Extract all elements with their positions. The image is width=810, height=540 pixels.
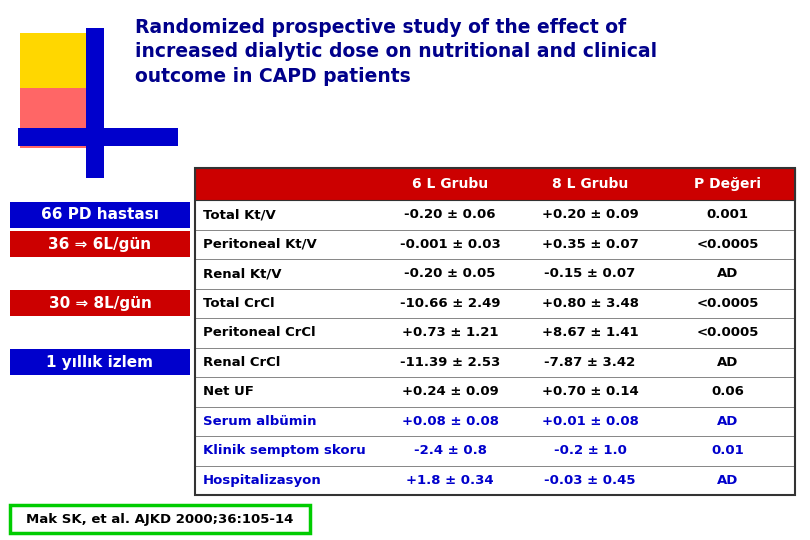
Text: -0.03 ± 0.45: -0.03 ± 0.45 [544, 474, 636, 487]
Text: Total CrCl: Total CrCl [203, 297, 275, 310]
Text: -7.87 ± 3.42: -7.87 ± 3.42 [544, 356, 636, 369]
Text: +0.24 ± 0.09: +0.24 ± 0.09 [402, 385, 498, 399]
Bar [10, 505, 310, 533]
Bar [195, 200, 795, 230]
Bar [10, 202, 190, 228]
Bar [86, 28, 104, 178]
Bar [195, 465, 795, 495]
Text: Total Kt/V: Total Kt/V [203, 208, 275, 221]
Text: 30 ⇒ 8L/gün: 30 ⇒ 8L/gün [49, 296, 151, 310]
Text: +1.8 ± 0.34: +1.8 ± 0.34 [406, 474, 494, 487]
Bar [10, 349, 190, 375]
Text: -0.2 ± 1.0: -0.2 ± 1.0 [553, 444, 626, 457]
Text: -11.39 ± 2.53: -11.39 ± 2.53 [400, 356, 500, 369]
Bar [195, 407, 795, 436]
Text: +8.67 ± 1.41: +8.67 ± 1.41 [542, 326, 638, 339]
Text: <0.0005: <0.0005 [697, 238, 759, 251]
Text: <0.0005: <0.0005 [697, 326, 759, 339]
Bar [18, 128, 178, 146]
Text: 66 PD hastası: 66 PD hastası [41, 207, 159, 222]
Text: -0.20 ± 0.06: -0.20 ± 0.06 [404, 208, 496, 221]
Text: 8 L Grubu: 8 L Grubu [552, 177, 628, 191]
Text: +0.20 ± 0.09: +0.20 ± 0.09 [542, 208, 638, 221]
Text: +0.80 ± 3.48: +0.80 ± 3.48 [542, 297, 638, 310]
Text: +0.01 ± 0.08: +0.01 ± 0.08 [542, 415, 638, 428]
Text: -0.001 ± 0.03: -0.001 ± 0.03 [399, 238, 501, 251]
Bar [195, 288, 795, 318]
Text: -0.20 ± 0.05: -0.20 ± 0.05 [404, 267, 496, 280]
Text: Serum albümin: Serum albümin [203, 415, 317, 428]
Text: Mak SK, et al. AJKD 2000;36:105-14: Mak SK, et al. AJKD 2000;36:105-14 [26, 512, 294, 525]
Bar [20, 33, 88, 101]
Text: 36 ⇒ 6L/gün: 36 ⇒ 6L/gün [49, 237, 151, 252]
Text: 6 L Grubu: 6 L Grubu [412, 177, 488, 191]
Text: AD: AD [717, 267, 738, 280]
Text: +0.70 ± 0.14: +0.70 ± 0.14 [542, 385, 638, 399]
Bar [10, 231, 190, 257]
Text: Net UF: Net UF [203, 385, 254, 399]
Bar [86, 28, 104, 178]
Text: +0.73 ± 1.21: +0.73 ± 1.21 [402, 326, 498, 339]
Bar [20, 88, 88, 148]
Text: AD: AD [717, 415, 738, 428]
Text: 0.06: 0.06 [711, 385, 744, 399]
Text: Randomized prospective study of the effect of
increased dialytic dose on nutriti: Randomized prospective study of the effe… [135, 18, 657, 85]
Text: Peritoneal CrCl: Peritoneal CrCl [203, 326, 316, 339]
Text: AD: AD [717, 356, 738, 369]
Text: -10.66 ± 2.49: -10.66 ± 2.49 [400, 297, 501, 310]
Text: 0.001: 0.001 [706, 208, 748, 221]
Text: -0.15 ± 0.07: -0.15 ± 0.07 [544, 267, 636, 280]
Bar [195, 377, 795, 407]
Bar [10, 291, 190, 316]
Bar [195, 318, 795, 348]
Text: 1 yıllık izlem: 1 yıllık izlem [46, 355, 154, 370]
Text: P Değeri: P Değeri [694, 177, 761, 191]
Bar [195, 230, 795, 259]
Bar [195, 259, 795, 288]
Text: Renal Kt/V: Renal Kt/V [203, 267, 282, 280]
Text: Peritoneal Kt/V: Peritoneal Kt/V [203, 238, 317, 251]
Bar [195, 168, 795, 200]
Bar [195, 348, 795, 377]
Text: +0.35 ± 0.07: +0.35 ± 0.07 [542, 238, 638, 251]
Text: Renal CrCl: Renal CrCl [203, 356, 280, 369]
Text: AD: AD [717, 474, 738, 487]
Bar [195, 168, 795, 495]
Text: -2.4 ± 0.8: -2.4 ± 0.8 [413, 444, 487, 457]
Text: <0.0005: <0.0005 [697, 297, 759, 310]
Text: 0.01: 0.01 [711, 444, 744, 457]
Text: +0.08 ± 0.08: +0.08 ± 0.08 [402, 415, 498, 428]
Bar [195, 436, 795, 465]
Text: Klinik semptom skoru: Klinik semptom skoru [203, 444, 366, 457]
Text: Hospitalizasyon: Hospitalizasyon [203, 474, 322, 487]
